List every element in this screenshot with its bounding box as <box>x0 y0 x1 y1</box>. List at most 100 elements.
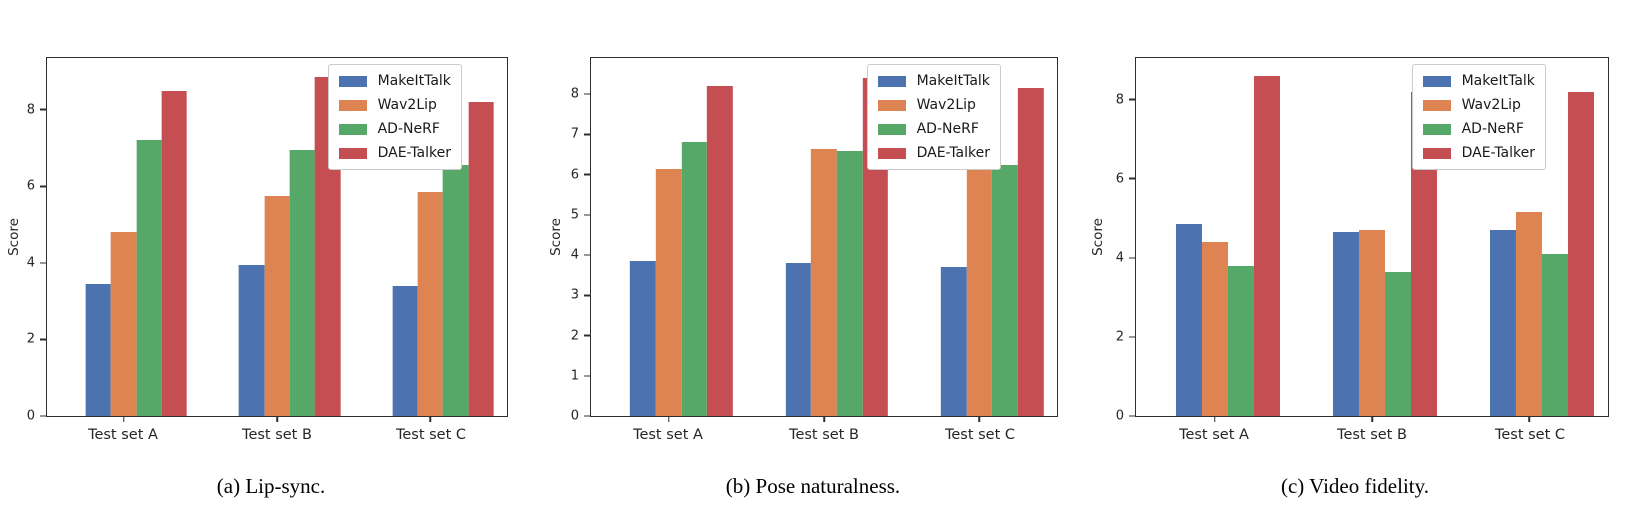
legend-item-label: AD-NeRF <box>1461 121 1524 138</box>
bar-dae-talker <box>161 90 187 416</box>
legend-item-label: AD-NeRF <box>916 121 979 138</box>
bar-wav2lip <box>966 150 993 416</box>
x-tick-mark <box>1528 416 1531 422</box>
y-tick-label: 1 <box>571 369 591 382</box>
x-tick-label: Test set C <box>944 427 1016 443</box>
y-tick-label: 0 <box>1116 410 1136 423</box>
plot-area: 0 1 2 3 4 5 6 7 8 <box>571 57 1058 423</box>
legend-item-label: MakeItTalk <box>1461 73 1535 89</box>
bar-makeittalk <box>1333 232 1360 416</box>
y-tick-label: 8 <box>27 103 47 116</box>
legend-item-label: DAE-Talker <box>1461 145 1535 162</box>
legend-swatch-icon <box>338 147 367 159</box>
bar-groups <box>591 58 1057 416</box>
category-group-test-set-a <box>591 58 746 416</box>
legend-item-label: Wav2Lip <box>377 97 437 114</box>
bar-makeittalk <box>940 267 967 416</box>
y-axis-label: Score <box>1090 218 1106 256</box>
y-axis-label: Score <box>6 218 22 256</box>
x-tick-mark <box>823 416 825 422</box>
bar-cluster <box>239 58 341 416</box>
y-tick-label: 5 <box>571 208 591 221</box>
bar-ad-nerf <box>1542 253 1569 416</box>
legend-item-label: DAE-Talker <box>377 145 451 162</box>
y-tick-label: 4 <box>1116 251 1136 264</box>
y-tick-label: 2 <box>27 333 47 346</box>
x-tick-label: Test set B <box>1337 427 1407 443</box>
bar-makeittalk <box>239 264 265 416</box>
x-tick-mark <box>429 416 432 422</box>
bar-groups <box>1136 58 1608 416</box>
x-tick-mark <box>276 416 278 422</box>
bar-ad-nerf <box>1384 271 1411 416</box>
x-axis-labels: Test set A Test set B Test set C <box>590 427 1058 443</box>
x-axis-labels: Test set A Test set B Test set C <box>1135 427 1609 443</box>
legend-item: MakeItTalk <box>1422 73 1535 89</box>
category-group-test-set-c <box>902 58 1057 416</box>
legend: MakeItTalk Wav2Lip AD-NeRF DAE-Talker <box>327 64 462 171</box>
bar-makeittalk <box>630 261 656 416</box>
legend-item-label: Wav2Lip <box>916 97 976 114</box>
bar-wav2lip <box>417 192 443 416</box>
legend: MakeItTalk Wav2Lip AD-NeRF DAE-Talker <box>866 64 1001 171</box>
x-tick-label: Test set A <box>633 427 703 443</box>
category-group-test-set-a <box>47 58 200 416</box>
bar-makeittalk <box>1175 224 1202 416</box>
x-tick-label: Test set C <box>1494 427 1566 443</box>
x-tick-mark <box>667 416 670 422</box>
bar-cluster <box>1490 58 1595 416</box>
bar-ad-nerf <box>836 150 863 416</box>
category-group-test-set-c <box>354 58 507 416</box>
x-tick-mark <box>1213 416 1216 422</box>
legend-swatch-icon <box>1422 147 1451 159</box>
legend-item: MakeItTalk <box>338 73 451 89</box>
bar-wav2lip <box>1201 241 1228 416</box>
legend-item: Wav2Lip <box>877 97 990 114</box>
legend-item: AD-NeRF <box>1422 121 1535 138</box>
y-tick-label: 2 <box>571 329 591 342</box>
legend-item: AD-NeRF <box>877 121 990 138</box>
category-group-test-set-b <box>1293 58 1450 416</box>
chart-caption: (a) Lip-sync. <box>216 474 326 498</box>
bar-makeittalk <box>85 283 112 416</box>
y-tick-label: 4 <box>27 256 47 269</box>
category-group-test-set-a <box>1136 58 1293 416</box>
chart-caption: (c) Video fidelity. <box>1280 474 1430 498</box>
legend-item: AD-NeRF <box>338 121 451 138</box>
bar-ad-nerf <box>681 142 708 416</box>
bar-wav2lip <box>655 168 682 416</box>
x-tick-mark <box>978 416 981 422</box>
y-tick-label: 4 <box>571 249 591 262</box>
x-tick-mark <box>122 416 125 422</box>
legend-item: DAE-Talker <box>338 145 451 162</box>
x-tick-label: Test set B <box>242 427 312 443</box>
bar-wav2lip <box>111 232 137 416</box>
x-tick-mark <box>1371 416 1373 422</box>
bar-cluster <box>85 58 187 416</box>
x-tick-label: Test set C <box>395 427 467 443</box>
bar-ad-nerf <box>442 165 469 416</box>
bar-ad-nerf <box>136 140 162 416</box>
bar-wav2lip <box>1359 230 1385 416</box>
legend-swatch-icon <box>877 99 906 111</box>
legend-item-label: MakeItTalk <box>916 73 990 89</box>
y-tick-label: 0 <box>27 410 47 423</box>
bar-ad-nerf <box>1227 265 1254 416</box>
legend-item-label: AD-NeRF <box>377 121 440 138</box>
bar-makeittalk <box>785 263 812 416</box>
chart-pose-naturalness: Score 0 1 2 3 4 5 6 7 8 <box>542 0 1084 512</box>
legend-swatch-icon <box>338 75 367 87</box>
bar-wav2lip <box>811 148 837 416</box>
legend-swatch-icon <box>877 123 906 135</box>
bar-dae-talker <box>1017 88 1044 416</box>
chart-video-fidelity: Score 0 2 4 6 8 <box>1084 0 1626 512</box>
y-tick-label: 8 <box>571 88 591 101</box>
legend-swatch-icon <box>338 99 367 111</box>
legend-swatch-icon <box>877 147 906 159</box>
chart-lip-sync: Score 0 2 4 6 8 <box>0 0 542 512</box>
bar-cluster <box>1175 58 1280 416</box>
bar-ad-nerf <box>289 149 315 416</box>
y-tick-label: 2 <box>1116 330 1136 343</box>
x-tick-label: Test set B <box>789 427 859 443</box>
bar-dae-talker <box>1568 91 1595 416</box>
